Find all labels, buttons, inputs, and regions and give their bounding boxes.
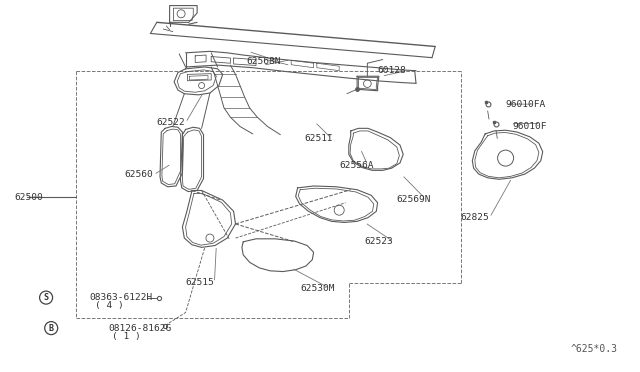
Text: 62560: 62560 bbox=[125, 170, 154, 179]
Text: ( 1 ): ( 1 ) bbox=[112, 332, 141, 341]
Text: 96010F: 96010F bbox=[512, 122, 547, 131]
Text: 62568N: 62568N bbox=[246, 57, 281, 66]
Text: 62825: 62825 bbox=[461, 213, 490, 222]
Text: 62530M: 62530M bbox=[301, 284, 335, 293]
Text: 62500: 62500 bbox=[14, 193, 43, 202]
Text: 62569N: 62569N bbox=[397, 195, 431, 203]
Text: B: B bbox=[49, 324, 54, 333]
Text: 62556A: 62556A bbox=[339, 161, 374, 170]
Text: 08363-6122H: 08363-6122H bbox=[90, 293, 153, 302]
Text: 60128: 60128 bbox=[378, 66, 406, 75]
Text: 6251I: 6251I bbox=[304, 134, 333, 143]
Text: ^625*0.3: ^625*0.3 bbox=[571, 344, 618, 354]
Text: 62523: 62523 bbox=[365, 237, 394, 246]
Text: 96010FA: 96010FA bbox=[506, 100, 546, 109]
Text: 62515: 62515 bbox=[186, 278, 214, 287]
Text: ( 4 ): ( 4 ) bbox=[95, 301, 124, 310]
Text: 62522: 62522 bbox=[157, 118, 186, 127]
Text: S: S bbox=[44, 293, 49, 302]
Text: 08126-8162G: 08126-8162G bbox=[109, 324, 172, 333]
